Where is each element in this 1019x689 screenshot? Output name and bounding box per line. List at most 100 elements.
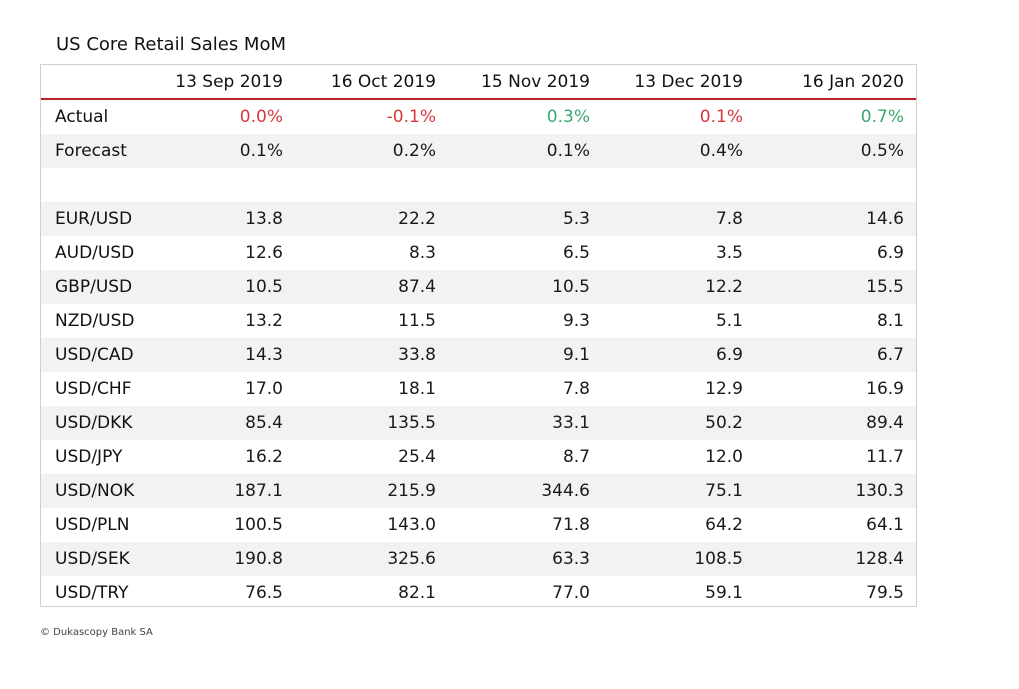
table-cell: 22.2	[297, 202, 450, 236]
table-cell: 0.7%	[757, 99, 916, 134]
column-header: 13 Sep 2019	[144, 65, 297, 100]
row-label: USD/SEK	[41, 542, 144, 576]
table-cell: 10.5	[144, 270, 297, 304]
table-cell: 12.9	[604, 372, 757, 406]
table-cell: 11.7	[757, 440, 916, 474]
table-cell: 8.7	[450, 440, 604, 474]
table-cell: 16.2	[144, 440, 297, 474]
table-cell: 14.6	[757, 202, 916, 236]
table-cell: 71.8	[450, 508, 604, 542]
table-cell: 0.4%	[604, 134, 757, 168]
column-header: 13 Dec 2019	[604, 65, 757, 100]
table-cell: 128.4	[757, 542, 916, 576]
table-cell: 0.1%	[144, 134, 297, 168]
row-label: AUD/USD	[41, 236, 144, 270]
table-cell: 85.4	[144, 406, 297, 440]
table-cell: 0.0%	[144, 99, 297, 134]
table-row: USD/NOK 187.1 215.9 344.6 75.1 130.3	[41, 474, 916, 508]
column-header: 16 Jan 2020	[757, 65, 916, 100]
table-cell: 143.0	[297, 508, 450, 542]
spacer-cell	[450, 168, 604, 202]
table-cell: 215.9	[297, 474, 450, 508]
row-label: USD/CAD	[41, 338, 144, 372]
row-label: GBP/USD	[41, 270, 144, 304]
row-label: USD/PLN	[41, 508, 144, 542]
row-label: NZD/USD	[41, 304, 144, 338]
table-cell: 87.4	[297, 270, 450, 304]
table-cell: 82.1	[297, 576, 450, 606]
table-cell: 13.8	[144, 202, 297, 236]
spacer-cell	[297, 168, 450, 202]
table-cell: 0.1%	[604, 99, 757, 134]
table-row: USD/TRY 76.5 82.1 77.0 59.1 79.5	[41, 576, 916, 606]
table-cell: 9.1	[450, 338, 604, 372]
table-cell: 11.5	[297, 304, 450, 338]
spacer-cell	[604, 168, 757, 202]
table-cell: -0.1%	[297, 99, 450, 134]
table-cell: 7.8	[604, 202, 757, 236]
table-cell: 13.2	[144, 304, 297, 338]
table-row: NZD/USD 13.2 11.5 9.3 5.1 8.1	[41, 304, 916, 338]
table-cell: 25.4	[297, 440, 450, 474]
table-row: USD/CAD 14.3 33.8 9.1 6.9 6.7	[41, 338, 916, 372]
table-cell: 33.8	[297, 338, 450, 372]
row-label: EUR/USD	[41, 202, 144, 236]
table-cell: 130.3	[757, 474, 916, 508]
spacer-row	[41, 168, 916, 202]
table-row: EUR/USD 13.8 22.2 5.3 7.8 14.6	[41, 202, 916, 236]
table-cell: 100.5	[144, 508, 297, 542]
spacer-cell	[144, 168, 297, 202]
row-label: USD/JPY	[41, 440, 144, 474]
table-cell: 63.3	[450, 542, 604, 576]
table-cell: 50.2	[604, 406, 757, 440]
row-label: USD/NOK	[41, 474, 144, 508]
table-cell: 3.5	[604, 236, 757, 270]
table-cell: 18.1	[297, 372, 450, 406]
column-header: 16 Oct 2019	[297, 65, 450, 100]
table-cell: 190.8	[144, 542, 297, 576]
table-cell: 6.9	[757, 236, 916, 270]
table-title: US Core Retail Sales MoM	[56, 34, 286, 55]
table-cell: 12.6	[144, 236, 297, 270]
table-row: USD/CHF 17.0 18.1 7.8 12.9 16.9	[41, 372, 916, 406]
header-row: 13 Sep 2019 16 Oct 2019 15 Nov 2019 13 D…	[41, 65, 916, 100]
table-cell: 10.5	[450, 270, 604, 304]
table-cell: 6.7	[757, 338, 916, 372]
table-row: USD/DKK 85.4 135.5 33.1 50.2 89.4	[41, 406, 916, 440]
spacer-cell	[41, 168, 144, 202]
table-cell: 75.1	[604, 474, 757, 508]
table-cell: 59.1	[604, 576, 757, 606]
column-header: 15 Nov 2019	[450, 65, 604, 100]
table-cell: 5.3	[450, 202, 604, 236]
table-cell: 12.0	[604, 440, 757, 474]
table-cell: 9.3	[450, 304, 604, 338]
table-cell: 344.6	[450, 474, 604, 508]
row-label: USD/CHF	[41, 372, 144, 406]
retail-sales-table: 13 Sep 2019 16 Oct 2019 15 Nov 2019 13 D…	[41, 65, 916, 606]
forecast-row: Forecast 0.1% 0.2% 0.1% 0.4% 0.5%	[41, 134, 916, 168]
table-cell: 325.6	[297, 542, 450, 576]
table-cell: 8.1	[757, 304, 916, 338]
table-cell: 135.5	[297, 406, 450, 440]
table-cell: 0.2%	[297, 134, 450, 168]
actual-row: Actual 0.0% -0.1% 0.3% 0.1% 0.7%	[41, 99, 916, 134]
table-cell: 17.0	[144, 372, 297, 406]
table-cell: 64.2	[604, 508, 757, 542]
table-row: GBP/USD 10.5 87.4 10.5 12.2 15.5	[41, 270, 916, 304]
table-cell: 5.1	[604, 304, 757, 338]
row-label: Actual	[41, 99, 144, 134]
data-table-container: 13 Sep 2019 16 Oct 2019 15 Nov 2019 13 D…	[40, 64, 917, 607]
table-cell: 0.3%	[450, 99, 604, 134]
table-row: USD/SEK 190.8 325.6 63.3 108.5 128.4	[41, 542, 916, 576]
table-cell: 6.9	[604, 338, 757, 372]
table-cell: 15.5	[757, 270, 916, 304]
table-row: USD/PLN 100.5 143.0 71.8 64.2 64.1	[41, 508, 916, 542]
table-cell: 7.8	[450, 372, 604, 406]
table-cell: 89.4	[757, 406, 916, 440]
table-cell: 12.2	[604, 270, 757, 304]
table-cell: 108.5	[604, 542, 757, 576]
row-label: Forecast	[41, 134, 144, 168]
table-cell: 64.1	[757, 508, 916, 542]
spacer-cell	[757, 168, 916, 202]
table-cell: 8.3	[297, 236, 450, 270]
